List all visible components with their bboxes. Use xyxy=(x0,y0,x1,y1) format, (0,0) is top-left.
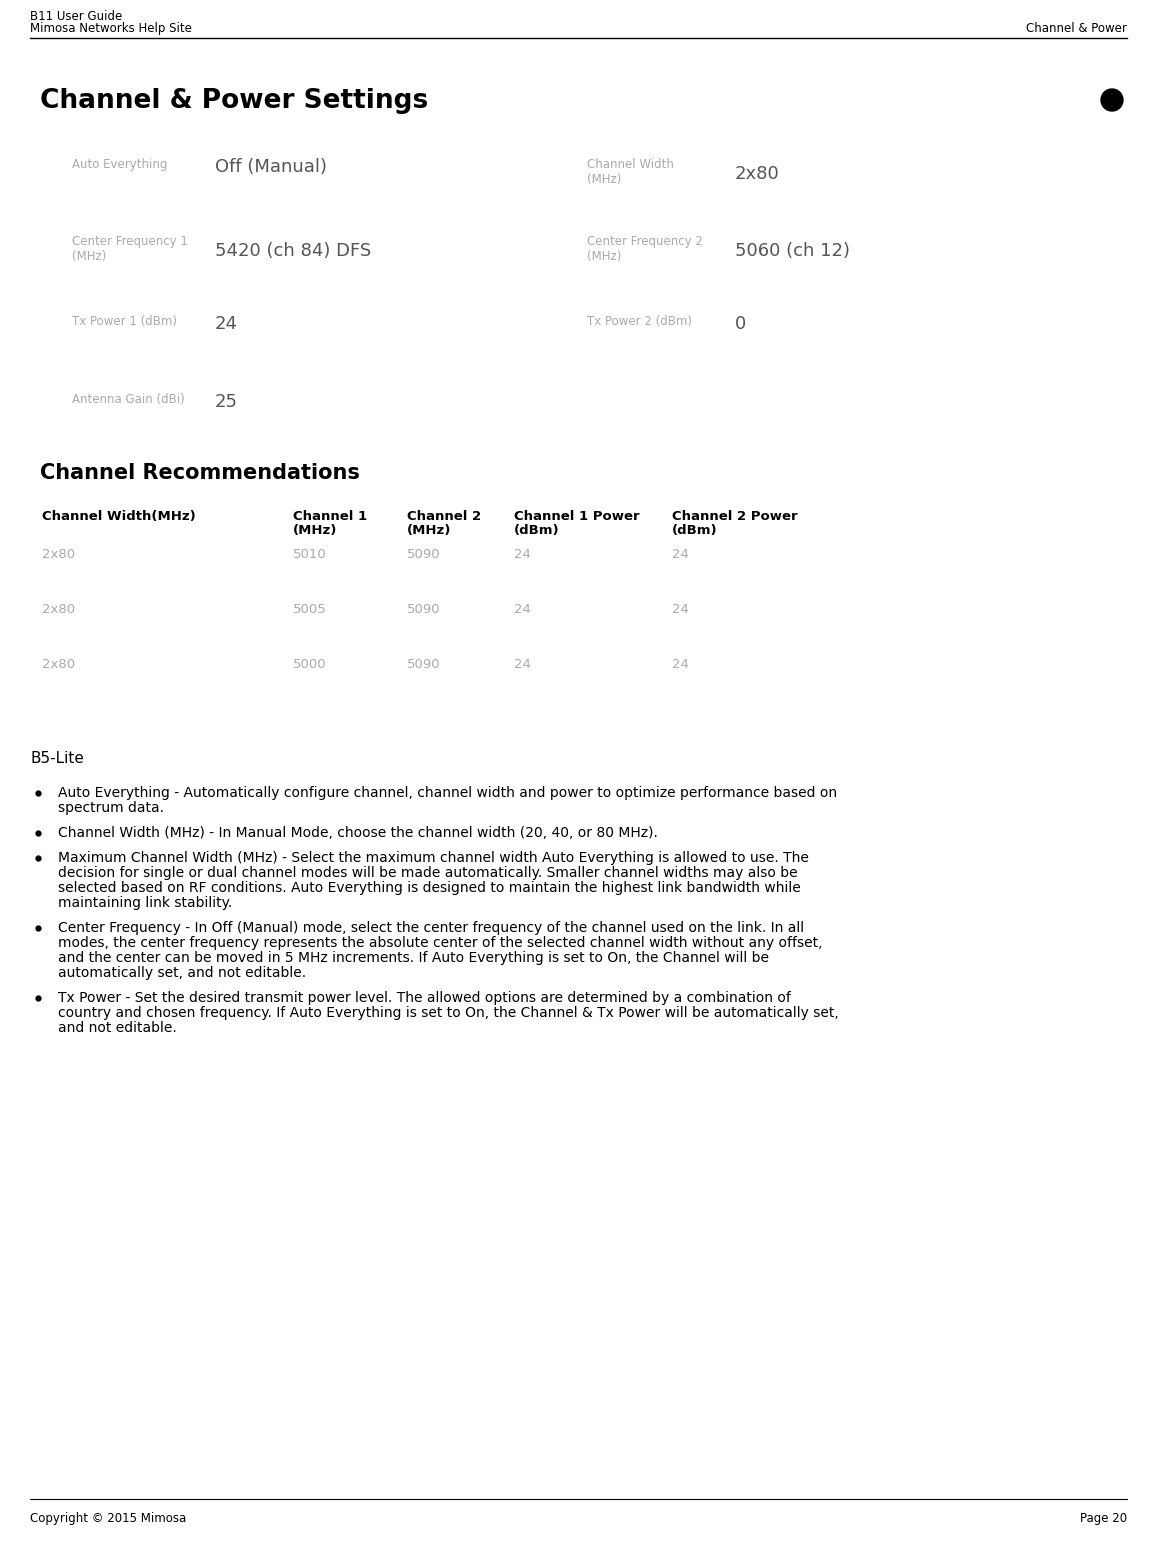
Text: Antenna Gain (dBi): Antenna Gain (dBi) xyxy=(72,392,185,406)
Text: 5420 (ch 84) DFS: 5420 (ch 84) DFS xyxy=(215,243,371,260)
Text: 2x80: 2x80 xyxy=(42,548,75,561)
Text: 5060 (ch 12): 5060 (ch 12) xyxy=(735,243,850,260)
Text: spectrum data.: spectrum data. xyxy=(58,800,164,816)
Text: modes, the center frequency represents the absolute center of the selected chann: modes, the center frequency represents t… xyxy=(58,936,823,950)
Text: Channel 2 Power: Channel 2 Power xyxy=(672,510,797,524)
Text: i: i xyxy=(1110,93,1114,107)
Text: Copyright © 2015 Mimosa: Copyright © 2015 Mimosa xyxy=(30,1513,186,1525)
Text: Tx Power 1 (dBm): Tx Power 1 (dBm) xyxy=(72,315,177,328)
Text: Channel Width (MHz) - In Manual Mode, choose the channel width (20, 40, or 80 MH: Channel Width (MHz) - In Manual Mode, ch… xyxy=(58,827,658,840)
Text: Channel Width
(MHz): Channel Width (MHz) xyxy=(587,158,673,185)
Text: 24: 24 xyxy=(215,315,238,334)
Text: automatically set, and not editable.: automatically set, and not editable. xyxy=(58,966,307,980)
Text: (MHz): (MHz) xyxy=(407,524,451,538)
Text: maintaining link stability.: maintaining link stability. xyxy=(58,896,233,910)
Text: (dBm): (dBm) xyxy=(672,524,717,538)
Text: Channel 2: Channel 2 xyxy=(407,510,481,524)
Text: (dBm): (dBm) xyxy=(514,524,560,538)
Text: 0: 0 xyxy=(735,315,746,334)
Text: Auto Everything - Automatically configure channel, channel width and power to op: Auto Everything - Automatically configur… xyxy=(58,786,838,800)
Text: 2x80: 2x80 xyxy=(735,165,780,182)
Text: 2x80: 2x80 xyxy=(42,603,75,616)
Text: Mimosa Networks Help Site: Mimosa Networks Help Site xyxy=(30,22,192,36)
Text: Maximum Channel Width (MHz) - Select the maximum channel width Auto Everything i: Maximum Channel Width (MHz) - Select the… xyxy=(58,851,809,865)
Text: 5005: 5005 xyxy=(293,603,326,616)
Text: B5-Lite: B5-Lite xyxy=(30,751,83,766)
Text: Channel & Power Settings: Channel & Power Settings xyxy=(40,88,428,114)
Text: 5090: 5090 xyxy=(407,548,441,561)
Text: 5090: 5090 xyxy=(407,603,441,616)
Text: 5000: 5000 xyxy=(293,658,326,671)
Text: Center Frequency 2
(MHz): Center Frequency 2 (MHz) xyxy=(587,235,702,263)
Text: (MHz): (MHz) xyxy=(293,524,338,538)
Text: decision for single or dual channel modes will be made automatically. Smaller ch: decision for single or dual channel mode… xyxy=(58,867,797,881)
Text: 24: 24 xyxy=(672,603,688,616)
Text: 24: 24 xyxy=(672,658,688,671)
Text: and the center can be moved in 5 MHz increments. If Auto Everything is set to On: and the center can be moved in 5 MHz inc… xyxy=(58,952,769,966)
Text: Tx Power - Set the desired transmit power level. The allowed options are determi: Tx Power - Set the desired transmit powe… xyxy=(58,990,791,1004)
Text: Channel Recommendations: Channel Recommendations xyxy=(40,464,360,484)
Text: 25: 25 xyxy=(215,392,238,411)
Text: Center Frequency 1
(MHz): Center Frequency 1 (MHz) xyxy=(72,235,187,263)
Text: selected based on RF conditions. Auto Everything is designed to maintain the hig: selected based on RF conditions. Auto Ev… xyxy=(58,881,801,895)
Text: 5010: 5010 xyxy=(293,548,326,561)
Text: 24: 24 xyxy=(514,603,531,616)
Text: country and chosen frequency. If Auto Everything is set to On, the Channel & Tx : country and chosen frequency. If Auto Ev… xyxy=(58,1006,839,1020)
Text: 24: 24 xyxy=(672,548,688,561)
Text: 2x80: 2x80 xyxy=(42,658,75,671)
Text: 24: 24 xyxy=(514,658,531,671)
Text: Page 20: Page 20 xyxy=(1079,1513,1127,1525)
Text: Channel 1 Power: Channel 1 Power xyxy=(514,510,640,524)
Text: Off (Manual): Off (Manual) xyxy=(215,158,327,176)
Text: 5090: 5090 xyxy=(407,658,441,671)
Text: Channel 1: Channel 1 xyxy=(293,510,367,524)
Text: Auto Everything: Auto Everything xyxy=(72,158,168,171)
Text: Center Frequency - In Off (Manual) mode, select the center frequency of the chan: Center Frequency - In Off (Manual) mode,… xyxy=(58,921,804,935)
Text: and not editable.: and not editable. xyxy=(58,1021,177,1035)
Circle shape xyxy=(1101,90,1123,111)
Text: Channel Width(MHz): Channel Width(MHz) xyxy=(42,510,196,524)
Text: B11 User Guide: B11 User Guide xyxy=(30,9,123,23)
Text: Channel & Power: Channel & Power xyxy=(1026,22,1127,36)
Text: 24: 24 xyxy=(514,548,531,561)
Text: Tx Power 2 (dBm): Tx Power 2 (dBm) xyxy=(587,315,692,328)
